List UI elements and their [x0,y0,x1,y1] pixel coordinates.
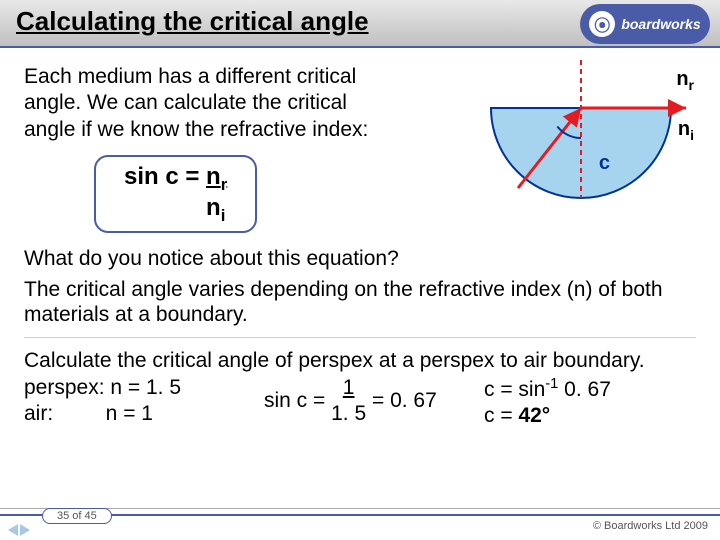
logo-icon: ⦿ [589,11,615,37]
divider [24,337,696,338]
formula-box: sin c = nrni [94,155,257,233]
calc-result: c = sin-1 0. 67 c = 42° [484,375,684,430]
intro-text: Each medium has a different critical ang… [24,64,404,143]
copyright-text: © Boardworks Ltd 2009 [593,520,708,532]
page-indicator: 35 of 45 [42,508,112,524]
content: Each medium has a different critical ang… [0,48,720,429]
perspex-n: perspex: n = 1. 5 [24,375,264,401]
question-text: What do you notice about this equation? [24,247,696,271]
formula-lhs: sin c = [124,163,206,190]
calculation-block: Calculate the critical angle of perspex … [24,348,696,429]
air-n: air: n = 1 [24,401,264,427]
label-c: c [599,152,610,175]
diagram-svg [466,60,696,220]
formula-fraction: nrni [206,163,227,225]
calc-row: perspex: n = 1. 5 air: n = 1 sin c = 11.… [24,375,696,430]
answer-text: The critical angle varies depending on t… [24,277,696,327]
footer: 35 of 45 © Boardworks Ltd 2009 [0,508,720,540]
logo: ⦿ boardworks [580,4,710,44]
logo-text: boardworks [621,16,700,32]
header: Calculating the critical angle ⦿ boardwo… [0,0,720,48]
label-nr: nr [676,68,694,93]
calc-prompt: Calculate the critical angle of perspex … [24,348,696,374]
calc-givens: perspex: n = 1. 5 air: n = 1 [24,375,264,428]
calc-equation: sin c = 11. 5 = 0. 67 [264,375,484,428]
label-ni: ni [678,118,694,143]
critical-angle-diagram: nr ni c [466,60,696,220]
